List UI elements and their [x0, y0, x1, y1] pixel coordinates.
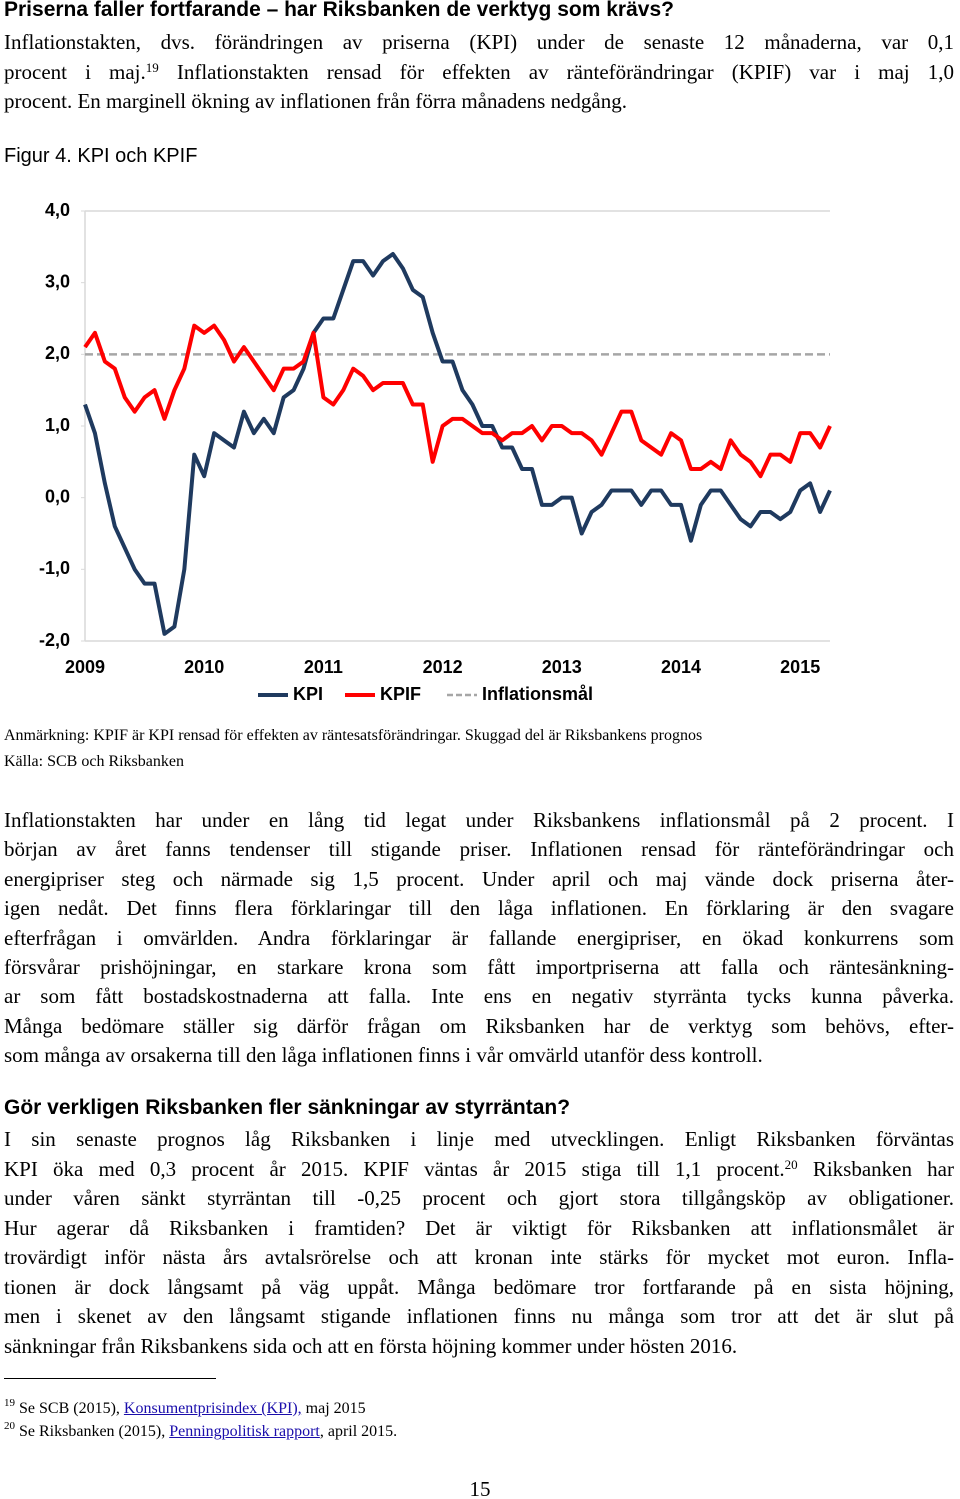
text-line: Många bedömare ställer sig därför frågan… [4, 1013, 954, 1038]
text-line: sänkningar från Riksbankens sida och att… [4, 1333, 738, 1358]
text-line: under våren sänkt styrräntan till -0,25 … [4, 1186, 954, 1210]
y-tick-label: 1,0 [45, 415, 70, 435]
legend-label: KPI [293, 684, 323, 704]
text-line: KPI öka med 0,3 procent år 2015. KPIF vä… [4, 1157, 954, 1181]
y-tick-label: -2,0 [39, 630, 70, 650]
x-tick-label: 2012 [423, 657, 463, 677]
x-tick-label: 2015 [780, 657, 820, 677]
text: Riksbanken har [797, 1156, 954, 1181]
text: maj 2015 [301, 1400, 366, 1417]
y-tick-label: 2,0 [45, 343, 70, 363]
text-line: försvårar prishöjningar, en starkare kro… [4, 955, 954, 979]
y-tick-label: 4,0 [45, 200, 70, 220]
link[interactable]: Konsumentprisindex (KPI), [123, 1400, 302, 1417]
text-line: procent. En marginell ökning av inflatio… [4, 89, 627, 113]
footnote-rule [4, 1378, 216, 1379]
footnote-number: 19 [4, 1397, 15, 1409]
text: Inflationstakten rensad för effekten av … [158, 59, 954, 84]
x-tick-label: 2013 [542, 657, 582, 677]
x-tick-label: 2009 [65, 657, 105, 677]
text-line: ar som fått bostadskostnaderna att falla… [4, 984, 954, 1009]
page-number: 15 [469, 1477, 491, 1499]
chart-source: Källa: SCB och Riksbanken [4, 753, 184, 770]
text-line: igen nedåt. Det finns flera förklaringar… [4, 896, 954, 921]
text: Se Riksbanken (2015), [19, 1423, 170, 1440]
x-tick-label: 2011 [304, 657, 343, 677]
subheading: Gör verkligen Riksbanken fler sänkningar… [4, 1096, 571, 1119]
footnote-number: 20 [4, 1420, 15, 1432]
text-line: tionen är dock långsamt på väg uppåt. Må… [4, 1274, 954, 1299]
series-line [83, 323, 832, 479]
chart: 4,0 3,0 2,0 1,0 0,0 -1,0 -2,0 2009 2010 2011 2012 2… [39, 200, 832, 704]
series-line [83, 252, 832, 636]
text: Se SCB (2015), [19, 1400, 124, 1417]
text-line: som många av orsakerna till den låga inf… [4, 1043, 763, 1068]
text-line: I sin senaste prognos låg Riksbanken i l… [4, 1127, 954, 1151]
chart-note: Anmärkning: KPIF är KPI rensad för effek… [4, 727, 703, 744]
text: KPI öka med 0,3 procent år 2015. KPIF vä… [4, 1156, 785, 1181]
footnote-ref: 20 [784, 1156, 798, 1172]
x-tick-label: 2014 [661, 657, 701, 677]
heading: Priserna faller fortfarande – har Riksba… [4, 0, 674, 21]
text-line: Hur agerar då Riksbanken i framtiden? De… [4, 1215, 954, 1240]
text: , april 2015. [319, 1423, 398, 1440]
y-tick-label: -1,0 [39, 558, 70, 578]
x-tick-label: 2010 [184, 657, 224, 677]
text-line: Inflationstakten har under en lång tid l… [4, 808, 954, 832]
figure-title: Figur 4. KPI och KPIF [4, 145, 198, 167]
footnote: 20 Se Riksbanken (2015), Penningpolitisk… [4, 1420, 398, 1441]
y-tick-label: 0,0 [45, 486, 70, 506]
text-line: början av året fanns tendenser till stig… [4, 837, 954, 862]
y-tick-label: 3,0 [45, 271, 70, 291]
text: procent i maj. [4, 59, 146, 84]
footnote-ref: 19 [145, 59, 159, 75]
legend-label: KPIF [380, 684, 421, 704]
text-line: Inflationstakten, dvs. förändringen av p… [4, 30, 954, 54]
text-line: efterfrågan i omvärlden. Andra förklarin… [4, 925, 954, 950]
text-line: men i skenet av den långsamt stigande in… [4, 1304, 954, 1328]
legend-label: Inflationsmål [482, 684, 593, 704]
text-line: trovärdigt inför nästa års avtalsrörelse… [4, 1245, 954, 1269]
link[interactable]: Penningpolitisk rapport [169, 1423, 320, 1440]
text-line: procent i maj.19 Inflationstakten rensad… [4, 60, 954, 84]
text-line: energipriser steg och närmade sig 1,5 pr… [4, 866, 954, 891]
footnote: 19 Se SCB (2015), Konsumentprisindex (KP… [4, 1397, 366, 1418]
